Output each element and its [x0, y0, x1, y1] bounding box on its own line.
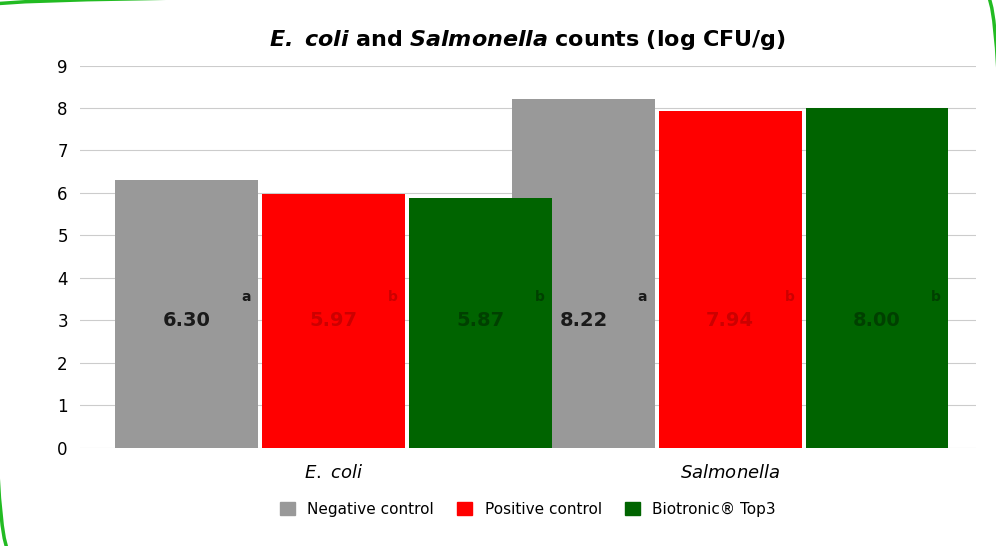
Text: b: b	[785, 290, 794, 304]
Text: 5.87: 5.87	[456, 311, 504, 330]
Text: b: b	[387, 290, 397, 304]
Bar	[658, 110, 802, 448]
Text: 5.97: 5.97	[310, 311, 358, 330]
Text: b: b	[535, 290, 545, 304]
Text: a: a	[637, 290, 647, 304]
Legend: Negative control, Positive control, Biotronic® Top3: Negative control, Positive control, Biot…	[272, 494, 784, 524]
Text: 8.00: 8.00	[853, 311, 900, 330]
Bar	[512, 99, 654, 448]
Text: 7.94: 7.94	[706, 311, 754, 330]
Bar	[409, 198, 552, 448]
Title: $\bfit{E.}$$\bfit{\ coli}$$\mathbf{\ and\ }$$\bfit{Salmonella}$$\mathbf{\ counts: $\bfit{E.}$$\bfit{\ coli}$$\mathbf{\ and…	[269, 28, 787, 52]
Text: 8.22: 8.22	[560, 311, 608, 330]
Text: 6.30: 6.30	[162, 311, 211, 330]
Text: a: a	[241, 290, 251, 304]
Bar	[806, 108, 948, 448]
Bar	[116, 180, 258, 448]
Text: b: b	[931, 290, 941, 304]
Bar	[262, 194, 405, 448]
